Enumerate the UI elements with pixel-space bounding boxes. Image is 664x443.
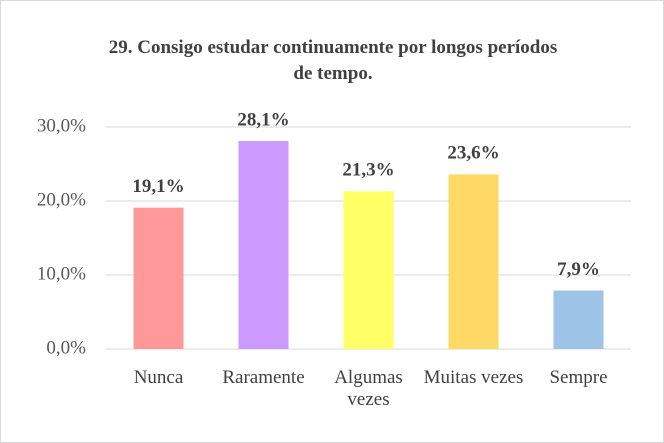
y-tick-label: 10,0% (37, 263, 86, 284)
data-label: 7,9% (557, 259, 600, 280)
bar (343, 191, 394, 349)
data-label: 21,3% (342, 160, 394, 181)
bar (133, 207, 184, 349)
x-tick-label: Raramente (222, 367, 305, 388)
chart-title: 29. Consigo estudar continuamente por lo… (108, 37, 558, 84)
bar (238, 141, 289, 349)
data-label: 23,6% (447, 143, 499, 164)
data-label: 19,1% (132, 176, 184, 197)
x-tick-label: Sempre (549, 367, 608, 388)
y-tick-label: 0,0% (46, 337, 86, 358)
data-label: 28,1% (237, 109, 289, 130)
x-tick-label: Muitas vezes (423, 367, 524, 388)
x-tick-label: Nunca (133, 367, 184, 388)
bar (553, 290, 604, 349)
x-tick-label: Algumas vezes (334, 367, 403, 410)
bar (448, 174, 499, 349)
y-tick-label: 20,0% (37, 189, 86, 210)
y-tick-label: 30,0% (37, 115, 86, 136)
